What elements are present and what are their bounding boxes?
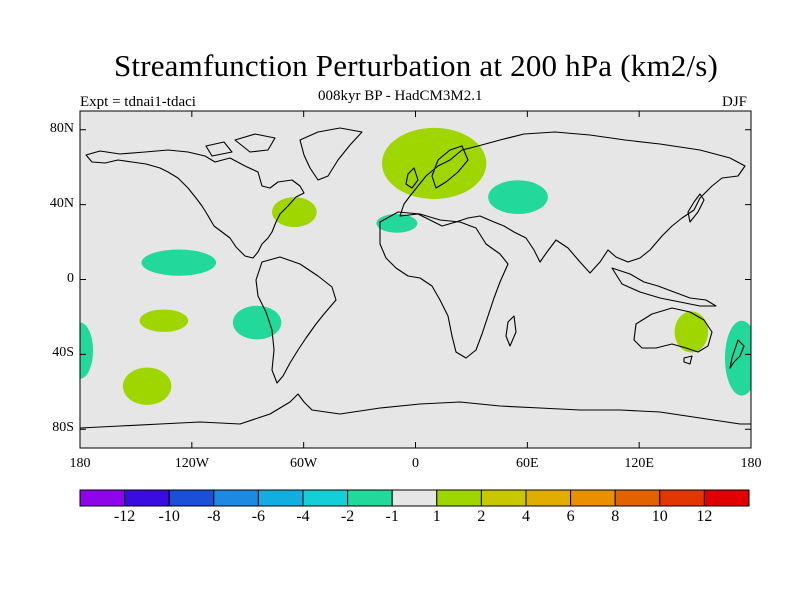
- colorbar-swatch: [570, 489, 616, 507]
- anomaly-iberia: [376, 213, 418, 233]
- lon-label: 180: [740, 456, 762, 471]
- lon-label: 60E: [516, 456, 539, 471]
- colorbar-swatch: [213, 489, 259, 507]
- coast-madagascar: [505, 315, 517, 347]
- colorbar-label: 2: [477, 508, 486, 525]
- anomaly-south-pacific: [139, 309, 189, 332]
- coast-africa: [379, 211, 509, 359]
- colorbar-swatch: [124, 489, 170, 507]
- anomaly-west-edge: [80, 322, 94, 379]
- anomaly-west-atlantic: [271, 197, 317, 228]
- colorbar-swatch: [659, 489, 705, 507]
- colorbar-label: 1: [432, 508, 441, 525]
- colorbar-swatch: [436, 489, 482, 507]
- colorbar-label: 6: [566, 508, 575, 525]
- coastlines: [80, 127, 751, 429]
- colorbar-swatch: [302, 489, 349, 507]
- colorbar-label: -1: [385, 508, 399, 525]
- colorbar-swatch: [614, 489, 661, 507]
- anomaly-tropical-pacific: [141, 249, 217, 276]
- colorbar-swatch: [168, 489, 215, 507]
- lat-label: 80S: [52, 420, 74, 436]
- lat-label: 40N: [49, 195, 74, 211]
- lat-label: 80N: [49, 120, 74, 136]
- colorbar-swatch: [480, 489, 527, 507]
- axis-ticks: [79, 111, 752, 448]
- anomaly-southeast-pacific: [232, 305, 282, 340]
- lon-label: 0: [412, 456, 419, 471]
- colorbar-label: 4: [522, 508, 530, 525]
- anomaly-central-asia: [488, 180, 548, 214]
- lon-label: 180: [69, 456, 91, 471]
- chart-title: Streamfunction Perturbation at 200 hPa (…: [113, 48, 719, 83]
- lat-label: 0: [67, 270, 74, 286]
- colorbar-swatch: [347, 489, 393, 507]
- coast-new-zealand: [729, 339, 745, 369]
- coast-japan: [687, 193, 705, 223]
- coast-scandinavia: [431, 145, 469, 189]
- colorbar-label: 8: [611, 508, 620, 525]
- coast-greenland: [299, 127, 363, 181]
- coast-britain: [405, 167, 419, 189]
- colorbar: [79, 489, 750, 507]
- colorbar-swatch: [391, 489, 438, 507]
- colorbar-swatch: [525, 489, 572, 507]
- colorbar-swatch: [703, 489, 750, 507]
- lon-label: 60W: [290, 456, 318, 471]
- colorbar-label: -12: [113, 508, 136, 525]
- colorbar-label: -8: [207, 508, 221, 525]
- lat-label: 40S: [52, 345, 74, 361]
- lon-label: 120E: [624, 456, 654, 471]
- colorbar-swatch: [79, 489, 126, 507]
- colorbar-swatch: [257, 489, 304, 507]
- coast-indonesia: [611, 267, 717, 307]
- experiment-label: Expt = tdnai1-tdaci: [80, 94, 196, 110]
- anomaly-layer: [80, 127, 751, 405]
- colorbar-label: 12: [696, 508, 713, 525]
- colorbar-label: -2: [340, 508, 355, 525]
- chart-subtitle: 008kyr BP - HadCM3M2.1: [318, 88, 483, 104]
- coast-arctic-islands: [205, 133, 276, 157]
- coast-antarctica: [80, 393, 751, 429]
- anomaly-north-atlantic-europe: [381, 127, 487, 199]
- coast-north-america: [85, 149, 305, 259]
- coast-tasmania: [683, 355, 693, 365]
- colorbar-label: -10: [158, 508, 180, 525]
- coast-australia: [633, 307, 713, 353]
- coast-eurasia: [399, 131, 746, 274]
- season-label: DJF: [722, 94, 748, 110]
- colorbar-label: 10: [651, 508, 668, 525]
- anomaly-new-zealand: [724, 320, 751, 396]
- colorbar-label: -6: [251, 508, 266, 525]
- anomaly-far-south-pacific: [122, 367, 172, 405]
- lon-label: 120W: [174, 456, 209, 471]
- anomaly-southeast-australia: [674, 311, 709, 353]
- colorbar-label: -4: [296, 508, 310, 525]
- coast-south-america: [255, 256, 337, 384]
